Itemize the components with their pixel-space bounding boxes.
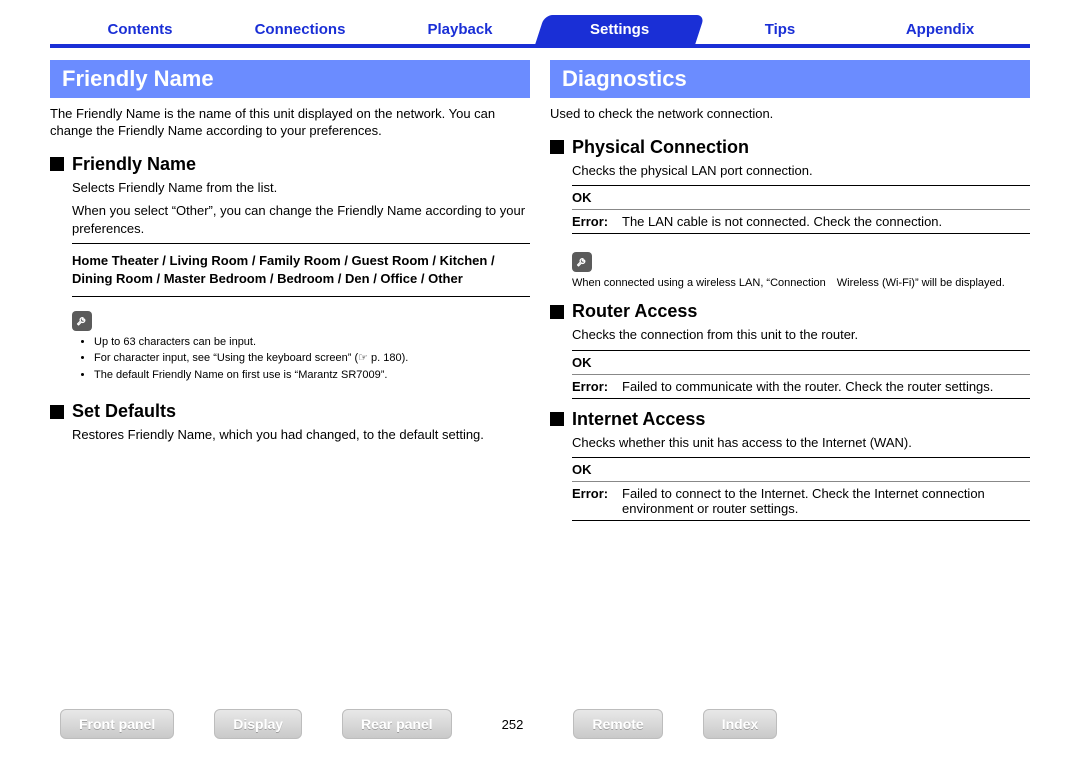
heading-friendly-label: Friendly Name [72,154,196,175]
heading-set-defaults: Set Defaults [50,401,530,422]
right-column: Diagnostics Used to check the network co… [550,60,1030,531]
router-error-label: Error: [572,379,616,394]
square-bullet-icon [550,412,564,426]
tab-contents[interactable]: Contents [60,15,220,44]
page-number: 252 [492,717,534,732]
physical-error-label: Error: [572,214,616,229]
nav-rule [50,44,1030,48]
heading-router-label: Router Access [572,301,697,322]
note-2: For character input, see “Using the keyb… [94,351,530,366]
top-nav: Contents Connections Playback Settings T… [0,0,1080,44]
heading-physical-label: Physical Connection [572,137,749,158]
left-column: Friendly Name The Friendly Name is the n… [50,60,530,531]
physical-ok: OK [572,190,616,205]
physical-body: Checks the physical LAN port connection. [550,162,1030,180]
right-intro: Used to check the network connection. [550,106,1030,123]
left-intro: The Friendly Name is the name of this un… [50,106,530,140]
internet-error-text: Failed to connect to the Internet. Check… [622,486,1030,516]
defaults-body: Restores Friendly Name, which you had ch… [50,426,530,444]
physical-error-text: The LAN cable is not connected. Check th… [622,214,942,229]
heading-defaults-label: Set Defaults [72,401,176,422]
friendly-line2: When you select “Other”, you can change … [50,202,530,237]
friendly-notes: Up to 63 characters can be input. For ch… [50,335,530,384]
wrench-icon [572,252,592,272]
heading-physical: Physical Connection [550,137,1030,158]
physical-wrench-note: When connected using a wireless LAN, “Co… [550,276,1030,291]
right-title-bar: Diagnostics [550,60,1030,98]
friendly-line1: Selects Friendly Name from the list. [50,179,530,197]
internet-error-label: Error: [572,486,616,516]
btn-rear-panel[interactable]: Rear panel [342,709,452,739]
btn-remote[interactable]: Remote [573,709,662,739]
heading-internet: Internet Access [550,409,1030,430]
friendly-options: Home Theater / Living Room / Family Room… [72,243,530,296]
btn-display[interactable]: Display [214,709,302,739]
internet-body: Checks whether this unit has access to t… [550,434,1030,452]
tab-appendix[interactable]: Appendix [860,15,1020,44]
bottom-nav: Front panel Display Rear panel 252 Remot… [0,709,1080,739]
tab-settings[interactable]: Settings [535,15,704,44]
router-status: OK Error: Failed to communicate with the… [572,350,1030,399]
heading-router: Router Access [550,301,1030,322]
tab-playback[interactable]: Playback [380,15,540,44]
router-body: Checks the connection from this unit to … [550,326,1030,344]
tab-tips[interactable]: Tips [700,15,860,44]
internet-status: OK Error: Failed to connect to the Inter… [572,457,1030,521]
btn-front-panel[interactable]: Front panel [60,709,174,739]
square-bullet-icon [550,305,564,319]
internet-ok: OK [572,462,616,477]
physical-status: OK Error: The LAN cable is not connected… [572,185,1030,234]
square-bullet-icon [50,157,64,171]
heading-friendly-name: Friendly Name [50,154,530,175]
btn-index[interactable]: Index [703,709,778,739]
square-bullet-icon [550,140,564,154]
note-1: Up to 63 characters can be input. [94,335,530,350]
note-3: The default Friendly Name on first use i… [94,368,530,383]
router-error-text: Failed to communicate with the router. C… [622,379,993,394]
tab-connections[interactable]: Connections [220,15,380,44]
router-ok: OK [572,355,616,370]
left-title-bar: Friendly Name [50,60,530,98]
square-bullet-icon [50,405,64,419]
wrench-icon [72,311,92,331]
heading-internet-label: Internet Access [572,409,705,430]
